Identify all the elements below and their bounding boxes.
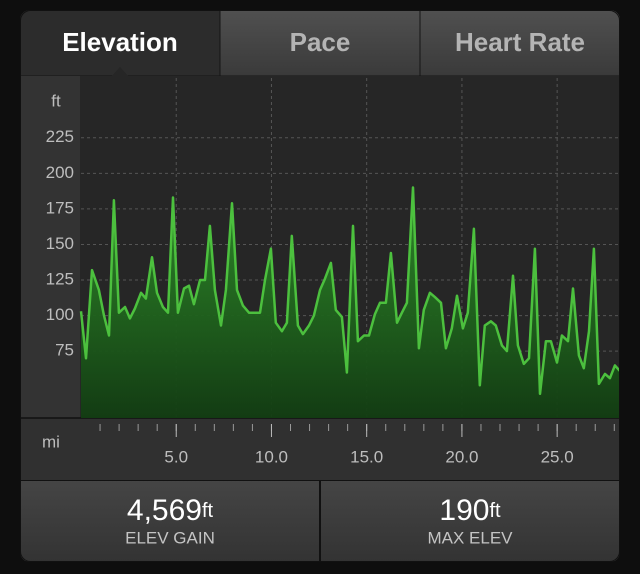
tab-label[interactable]: Pace — [290, 27, 351, 57]
tab[interactable] — [419, 10, 620, 77]
tab[interactable] — [20, 10, 221, 77]
x-unit-label: mi — [42, 432, 60, 451]
stat-unit: ft — [489, 500, 501, 522]
x-tick-label: 20.0 — [445, 447, 478, 466]
plot: ft mi 75 100 125 150 175 200 225 5.0 10.0 15.0 20.0 2… — [42, 78, 620, 466]
y-tick-label: 75 — [55, 341, 74, 360]
y-tick-label: 100 — [46, 305, 74, 324]
stat-number: 4,569 — [127, 494, 202, 527]
x-tick-label: 5.0 — [164, 447, 188, 466]
stat-box — [320, 480, 620, 562]
panel: Elevation Pace Heart Rate ft mi 75 100 125 150 1… — [20, 10, 620, 562]
stat-value: 190ft — [439, 494, 501, 527]
elevation-line — [79, 186, 620, 396]
stat-value: 4,569ft — [127, 494, 214, 527]
y-tick-label: 125 — [46, 269, 74, 288]
y-tick-label: 200 — [46, 163, 74, 182]
tab-label[interactable]: Elevation — [62, 27, 178, 57]
stat-label: ELEV GAIN — [125, 528, 215, 547]
y-tick-label: 225 — [46, 127, 74, 146]
y-tick-label: 175 — [46, 198, 74, 217]
y-axis-strip — [20, 76, 80, 418]
stat-number: 190 — [439, 494, 489, 527]
x-axis-strip — [20, 418, 620, 480]
stat-unit: ft — [202, 500, 214, 522]
x-tick-label: 10.0 — [255, 447, 288, 466]
y-unit-label: ft — [51, 91, 61, 110]
panel-border — [20, 10, 620, 562]
y-tick-label: 150 — [46, 234, 74, 253]
tab-label[interactable]: Heart Rate — [455, 27, 585, 57]
x-tick-label: 25.0 — [541, 447, 574, 466]
tab-pointer — [111, 67, 129, 77]
stat-label: MAX ELEV — [427, 528, 513, 547]
tab-bar: Elevation Pace Heart Rate — [20, 10, 620, 77]
x-tick-label: 15.0 — [350, 447, 383, 466]
